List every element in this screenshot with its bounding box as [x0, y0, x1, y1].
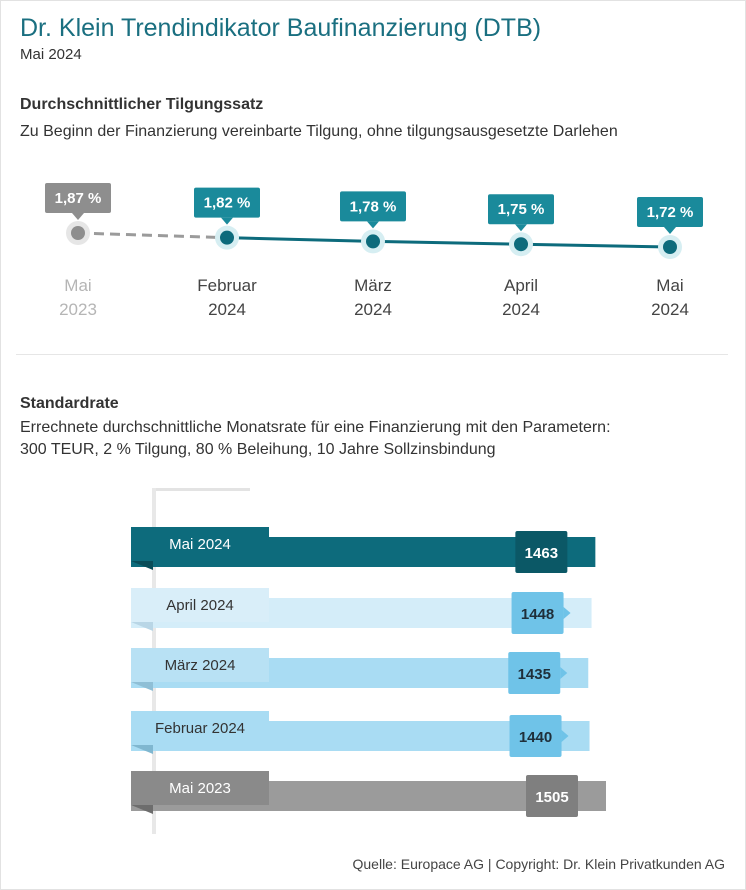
value-label: 1,78 % [340, 191, 406, 229]
x-tick-label-year: 2024 [354, 300, 392, 319]
bar-row: Mai 2023 1505 [131, 771, 606, 817]
bar-row: April 2024 1448 [131, 588, 592, 634]
category-tag-fold [131, 561, 153, 570]
standardrate-description-1: Errechnete durchschnittliche Monatsrate … [20, 419, 611, 436]
x-tick-label-year: 2024 [651, 300, 689, 319]
category-tag [131, 771, 269, 805]
bar-row: Februar 2024 1440 [131, 711, 590, 757]
category-tag-fold [131, 682, 153, 691]
category-label: Februar 2024 [155, 720, 245, 737]
value-label-pointer [515, 224, 527, 232]
data-point [663, 240, 677, 254]
value-label: 1463 [525, 545, 558, 562]
value-box [511, 592, 564, 634]
data-point [514, 237, 528, 252]
data-point [71, 226, 85, 240]
source-footer: Quelle: Europace AG | Copyright: Dr. Kle… [352, 856, 726, 872]
data-point [366, 234, 380, 249]
value-box [509, 715, 562, 757]
value-box [508, 652, 561, 694]
panel-top-edge [152, 488, 250, 491]
page-subtitle: Mai 2024 [20, 46, 82, 63]
value-label-box [340, 191, 406, 222]
value-label-box [637, 197, 703, 227]
category-tag [131, 588, 269, 622]
standardrate-bar-chart: Mai 2024 1463 April 2024 1448 März 2024 1435 F… [131, 488, 606, 834]
tilgung-line-chart: 1,87 % Mai 2023 1,82 % Februar 2024 1,78 % März… [45, 183, 703, 319]
x-tick-label-month: April [504, 276, 538, 295]
category-tag-fold [131, 745, 153, 754]
value-label-text: 1,82 % [204, 195, 251, 212]
data-point [220, 230, 234, 245]
value-label-box [488, 194, 554, 225]
value-box [526, 775, 578, 817]
value-label-pointer [72, 213, 84, 220]
value-box-pointer [561, 730, 569, 742]
x-tick-label-year: 2024 [208, 300, 246, 319]
tilgung-heading: Durchschnittlicher Tilgungssatz [20, 96, 264, 113]
value-label-pointer [367, 221, 379, 229]
value-label-text: 1,87 % [55, 190, 102, 207]
bar-row: Mai 2024 1463 [131, 527, 596, 573]
value-label-text: 1,72 % [647, 204, 694, 221]
page-title: Dr. Klein Trendindikator Baufinanzierung… [20, 14, 542, 42]
value-box [515, 531, 568, 573]
category-tag [131, 711, 269, 745]
value-label-pointer [664, 227, 676, 234]
value-label: 1448 [521, 606, 554, 623]
x-tick-label-month: Februar [197, 276, 257, 295]
standardrate-heading: Standardrate [20, 395, 119, 412]
value-label-box [194, 187, 260, 218]
value-box-pointer [563, 607, 571, 619]
dashed-connector-line [77, 231, 228, 240]
value-label: 1505 [535, 789, 568, 806]
category-label: März 2024 [165, 657, 236, 674]
value-label: 1440 [519, 729, 552, 746]
category-label: April 2024 [166, 597, 234, 614]
value-label-text: 1,78 % [350, 198, 397, 215]
category-label: Mai 2023 [169, 780, 231, 797]
category-label: Mai 2024 [169, 536, 231, 553]
x-tick-label-year: 2023 [59, 300, 97, 319]
tilgung-series-line [226, 236, 671, 249]
category-tag-fold [131, 805, 153, 814]
value-label: 1,72 % [637, 197, 703, 234]
value-label-pointer [221, 217, 233, 225]
value-label-box [45, 183, 111, 213]
category-tag-fold [131, 622, 153, 631]
tilgung-description: Zu Beginn der Finanzierung vereinbarte T… [20, 123, 618, 140]
bar-row: März 2024 1435 [131, 648, 589, 694]
x-tick-label-month: Mai [64, 276, 91, 295]
x-tick-label-year: 2024 [502, 300, 540, 319]
value-label: 1,75 % [488, 194, 554, 232]
value-label: 1,87 % [45, 183, 111, 220]
x-tick-label-month: Mai [656, 276, 683, 295]
category-tag [131, 648, 269, 682]
section-divider [16, 354, 728, 355]
value-label-text: 1,75 % [498, 201, 545, 218]
value-box-pointer [560, 667, 568, 679]
category-tag [131, 527, 269, 561]
standardrate-description-2: 300 TEUR, 2 % Tilgung, 80 % Beleihung, 1… [20, 441, 496, 458]
value-label: 1435 [518, 666, 551, 683]
value-label: 1,82 % [194, 187, 260, 225]
x-tick-label-month: März [354, 276, 392, 295]
